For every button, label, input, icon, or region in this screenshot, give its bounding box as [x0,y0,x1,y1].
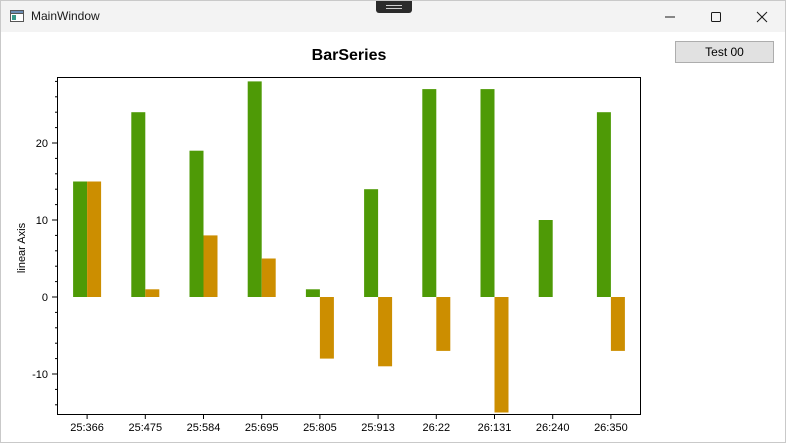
bar-s1-26-22 [422,89,437,297]
chart-title: BarSeries [312,47,387,64]
maximize-button[interactable] [693,1,739,32]
bar-s2-25-805 [319,297,334,359]
bar-s1-25-366 [73,181,88,297]
bar-s2-25-913 [378,297,393,367]
chart-area: BarSeries linear Axis -10 0 10 20 25:366 25:… [1,32,661,442]
x-tick-label: 26:350 [594,422,628,434]
close-button[interactable] [739,1,785,32]
bar-s1-26-240 [538,220,553,297]
bar-s2-25-695 [261,258,276,297]
y-tick-label: 0 [42,292,48,304]
close-icon [756,11,768,22]
bar-s2-25-475 [145,289,160,297]
minimize-icon [665,16,675,17]
x-axis: 25:366 25:475 25:584 25:695 25:805 25:913 26:2… [70,414,628,434]
bar-s1-25-475 [131,112,146,297]
app-window-icon [10,10,24,22]
test-button[interactable]: Test 00 [675,41,774,63]
bar-s1-25-584 [189,150,204,297]
minimize-button[interactable] [647,1,693,32]
x-tick-label: 25:805 [303,422,337,434]
x-tick-label: 26:22 [423,422,451,434]
y-tick-label: 10 [36,215,48,227]
bar-s2-25-366 [87,181,102,297]
plot-frame [57,77,641,415]
x-tick-label: 25:366 [70,422,104,434]
y-axis-label: linear Axis [16,222,28,273]
x-tick-label: 26:131 [478,422,512,434]
x-tick-label: 25:913 [361,422,395,434]
x-tick-label: 25:695 [245,422,279,434]
y-tick-label: 20 [36,138,48,150]
bar-s2-25-584 [203,235,218,297]
x-tick-label: 25:475 [128,422,162,434]
y-axis: -10 0 10 20 [32,80,58,406]
x-tick-label: 25:584 [187,422,221,434]
bar-s1-26-350 [596,112,611,297]
y-tick-label: -10 [32,369,48,381]
bar-s2-26-22 [436,297,451,351]
window-title: MainWindow [31,9,100,23]
bar-s1-25-805 [305,289,320,297]
bar-series [73,81,625,413]
bar-s1-25-913 [364,189,379,297]
bar-s2-26-350 [610,297,625,351]
x-tick-label: 26:240 [536,422,570,434]
title-bar[interactable]: MainWindow [1,1,785,32]
bar-s2-26-131 [494,297,509,413]
maximize-icon [711,11,721,22]
bar-s1-26-131 [480,89,495,297]
drag-handle[interactable] [376,1,412,13]
bar-s1-25-695 [247,81,262,298]
